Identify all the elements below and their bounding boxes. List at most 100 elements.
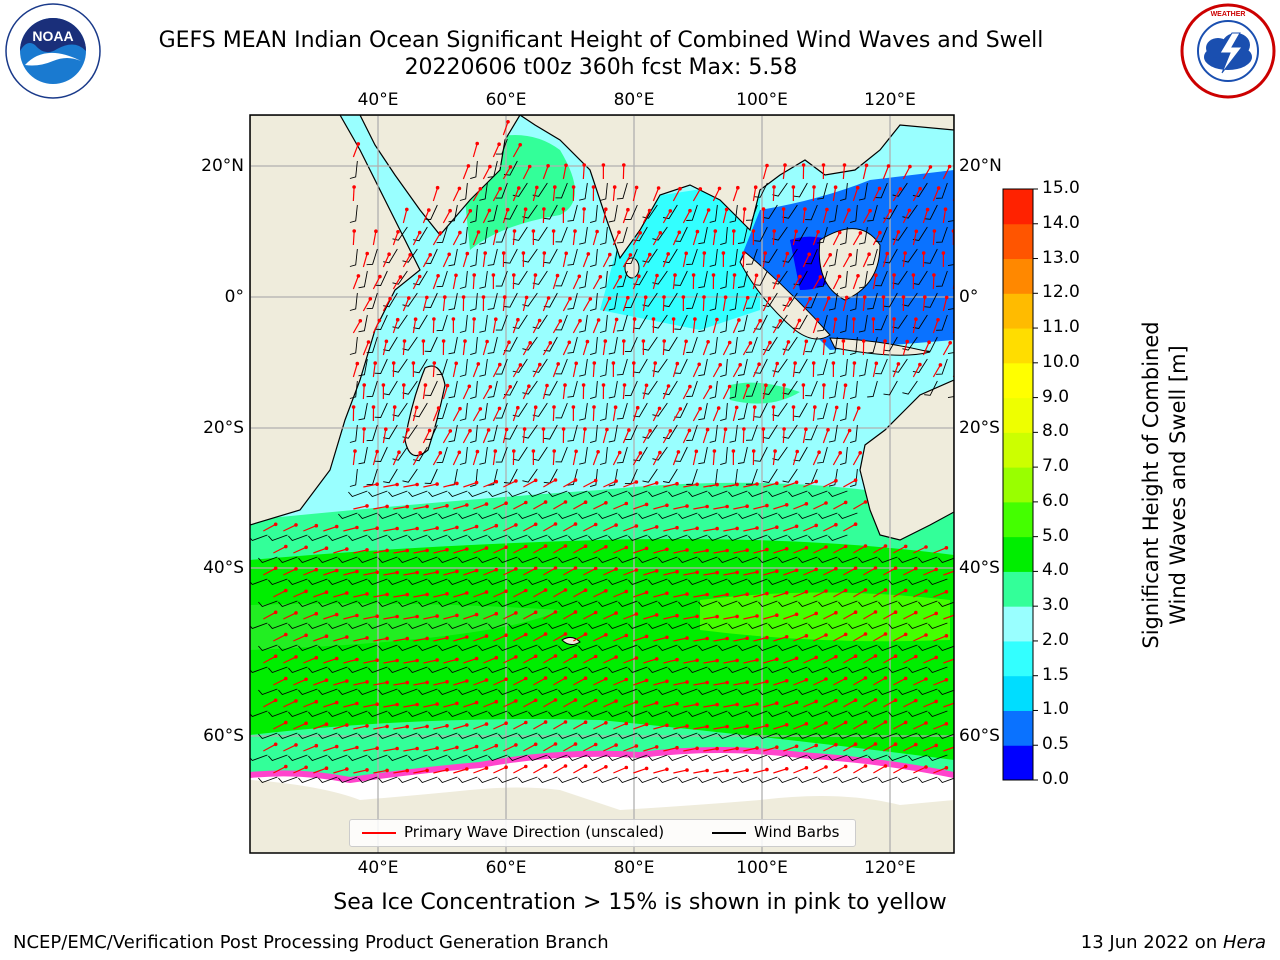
wave-direction-arrow: [462, 386, 470, 400]
wind-barb: [598, 512, 618, 520]
nws-logo-icon: WEATHER: [1180, 3, 1276, 99]
wave-arrow-head: [775, 525, 779, 529]
wave-arrow-head: [558, 319, 563, 323]
wave-arrow-head: [578, 318, 582, 323]
wave-direction-arrow: [723, 659, 738, 664]
wave-arrow-head: [675, 613, 679, 618]
wave-arrow-head: [425, 768, 429, 773]
wave-direction-arrow: [693, 681, 708, 686]
wave-direction-arrow: [473, 591, 487, 598]
wave-direction-arrow: [532, 275, 536, 290]
wind-barb: [768, 666, 788, 674]
wave-arrow-head: [425, 592, 429, 597]
wave-direction-arrow: [392, 276, 401, 290]
wave-direction-arrow: [622, 254, 631, 268]
wave-arrow-head: [553, 610, 558, 614]
wave-arrow-head: [465, 547, 469, 551]
wave-direction-arrow: [762, 342, 771, 356]
wave-arrow-head: [435, 658, 439, 662]
wave-arrow-head: [415, 482, 419, 487]
wind-barb: [936, 226, 948, 243]
wind-barb: [458, 644, 478, 652]
wave-arrow-head: [622, 163, 626, 167]
wave-arrow-head: [734, 405, 739, 410]
colorbar-segment: [1003, 258, 1033, 294]
wave-direction-arrow: [592, 276, 601, 290]
wave-arrow-head: [824, 501, 828, 505]
wave-arrow-head: [448, 429, 453, 433]
wave-arrow-head: [745, 768, 749, 772]
wave-direction-arrow: [742, 342, 751, 356]
wave-arrow-head: [542, 207, 546, 211]
wave-arrow-head: [385, 768, 389, 773]
wind-barb: [616, 358, 628, 376]
wind-barb: [258, 732, 278, 740]
wave-arrow-head: [384, 339, 389, 344]
wind-barb: [902, 380, 918, 395]
wave-direction-arrow: [762, 385, 767, 400]
wave-arrow-head: [395, 317, 400, 322]
wave-direction-arrow: [522, 342, 531, 356]
wave-arrow-head: [893, 610, 898, 614]
wave-direction-arrow: [643, 658, 657, 664]
wave-arrow-head: [653, 361, 657, 365]
wave-direction-arrow: [822, 254, 831, 268]
wave-arrow-head: [586, 252, 591, 256]
wave-arrow-head: [573, 610, 578, 614]
wave-arrow-head: [533, 654, 538, 659]
wave-direction-arrow: [583, 699, 596, 708]
wave-direction-arrow: [463, 570, 477, 576]
wind-barb: [558, 688, 578, 696]
wind-barb: [858, 182, 868, 201]
wave-direction-arrow: [672, 275, 676, 290]
wave-arrow-head: [334, 656, 339, 661]
wind-barb: [818, 600, 838, 608]
wave-direction-arrow: [783, 481, 797, 488]
wind-barb: [718, 688, 738, 696]
wave-arrow-head: [552, 405, 556, 409]
wind-barb: [892, 314, 908, 329]
wave-direction-arrow: [932, 364, 941, 378]
wind-barb: [858, 270, 868, 289]
wave-arrow-head: [914, 610, 918, 615]
wind-barb: [558, 556, 578, 564]
sri-lanka-land: [624, 257, 640, 279]
wave-arrow-head: [883, 339, 887, 343]
wave-direction-arrow: [652, 232, 661, 246]
wave-arrow-head: [755, 614, 759, 618]
wave-arrow-head: [745, 504, 749, 509]
wind-barb: [778, 556, 798, 564]
wind-barb: [250, 666, 268, 674]
wind-barb: [589, 204, 598, 224]
wave-direction-arrow: [362, 298, 371, 312]
wave-direction-arrow: [692, 319, 696, 334]
wind-barb: [788, 578, 808, 586]
wave-arrow-head: [706, 340, 710, 344]
wind-barb: [928, 754, 948, 762]
wave-arrow-head: [914, 742, 918, 747]
wind-barb: [839, 314, 848, 334]
wave-arrow-head: [877, 186, 882, 191]
wave-direction-arrow: [803, 744, 817, 752]
wind-barb: [728, 578, 748, 586]
wind-barb: [782, 204, 798, 219]
wind-barb: [368, 754, 388, 762]
wave-direction-arrow: [482, 210, 490, 224]
wave-arrow-head: [622, 383, 627, 387]
wave-arrow-head: [604, 545, 608, 549]
wave-direction-arrow: [852, 407, 860, 422]
wave-arrow-head: [627, 428, 631, 432]
wave-direction-arrow: [563, 743, 576, 752]
wind-barb: [374, 270, 388, 286]
wave-direction-arrow: [353, 549, 368, 554]
wind-barb: [508, 666, 528, 674]
wind-barb: [459, 226, 468, 245]
wave-direction-arrow: [613, 722, 627, 730]
wind-barb: [698, 358, 708, 377]
wave-arrow-head: [512, 273, 516, 277]
wave-direction-arrow: [623, 613, 637, 620]
wave-arrow-head: [405, 592, 410, 597]
wave-direction-arrow: [452, 408, 461, 422]
wind-barb: [793, 182, 808, 198]
wave-direction-arrow: [313, 591, 327, 598]
